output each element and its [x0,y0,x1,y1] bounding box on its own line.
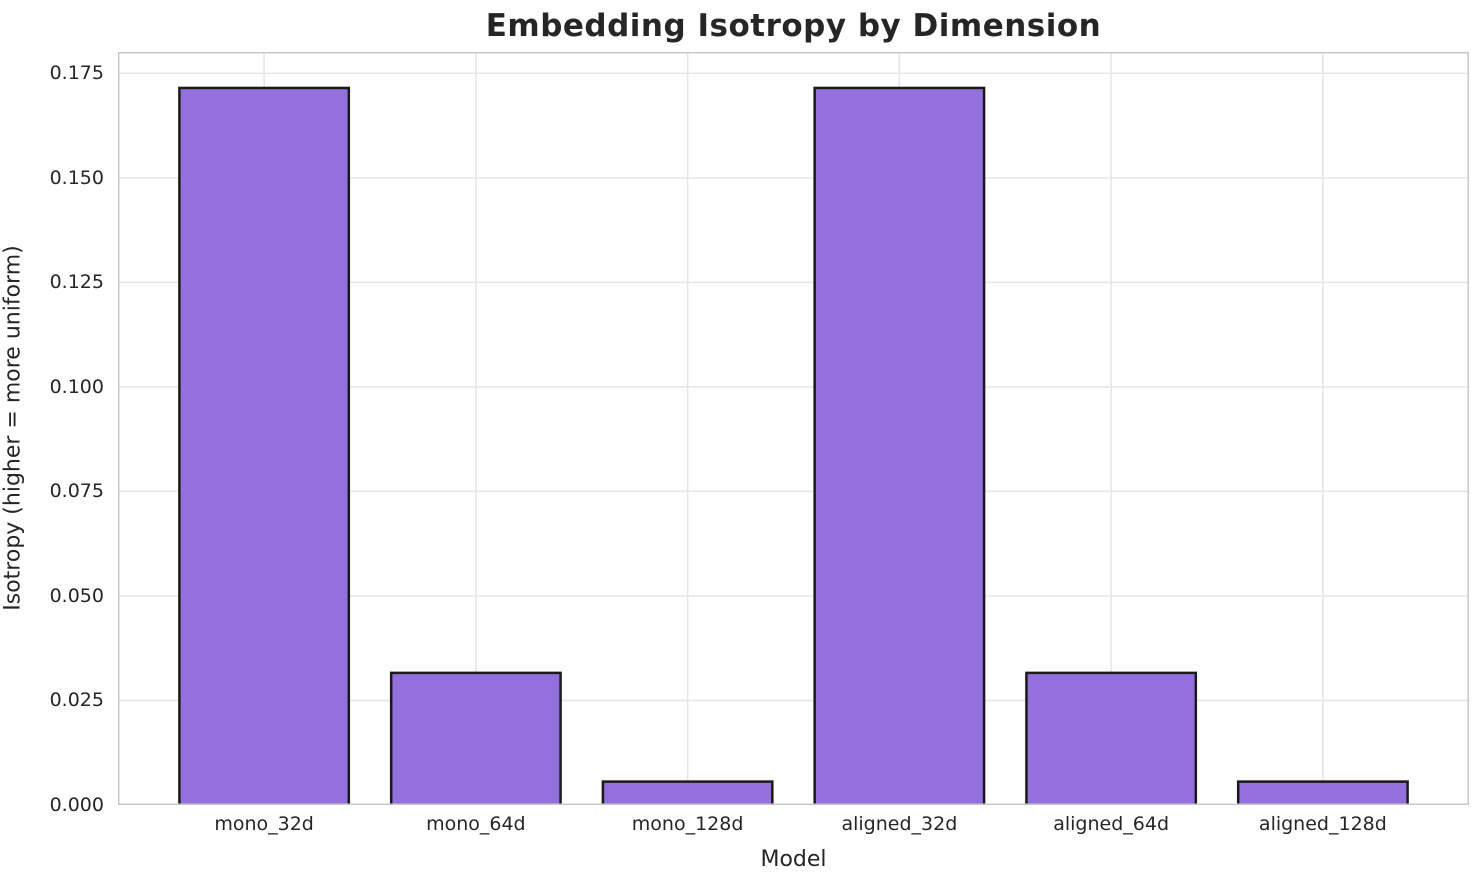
x-tick-label: mono_64d [426,813,526,835]
y-axis-label-text: Isotropy (higher = more uniform) [0,245,26,611]
y-tick-label: 0.125 [49,271,104,294]
y-tick-label: 0.000 [49,794,104,816]
x-tick-label: mono_32d [214,813,314,835]
x-tick-label: aligned_128d [1258,813,1387,835]
y-tick-label: 0.075 [49,480,104,503]
bar-mono_64d [389,671,562,805]
bar-aligned_128d [1236,780,1409,805]
bar-aligned_64d [1025,671,1198,805]
bar-mono_128d [601,780,774,805]
bar-mono_32d [178,86,351,805]
y-tick-label: 0.025 [49,689,104,712]
x-axis-label: Model [760,847,827,872]
plot-area [118,52,1469,805]
y-tick-label: 0.175 [49,62,104,85]
x-tick-label: aligned_64d [1053,813,1170,835]
y-tick-label: 0.150 [49,166,104,189]
y-tick-label: 0.100 [49,375,104,398]
chart-title: Embedding Isotropy by Dimension [485,8,1102,44]
x-tick-label: aligned_32d [841,813,958,835]
x-tick-label: mono_128d [631,813,744,835]
y-tick-label: 0.050 [49,584,104,607]
axes-spine [118,52,1469,805]
bar-aligned_32d [813,86,986,805]
